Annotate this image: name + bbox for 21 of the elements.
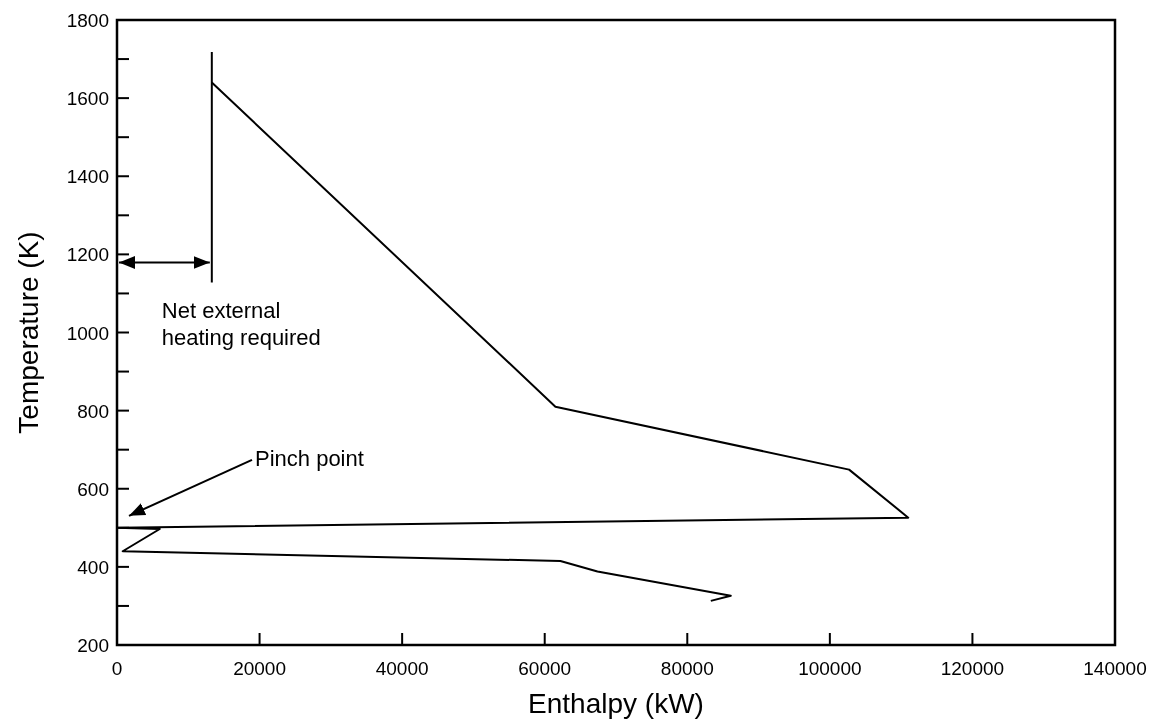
y-tick-label: 1200 bbox=[66, 244, 109, 266]
x-axis-title: Enthalpy (kW) bbox=[528, 688, 704, 719]
y-tick-label: 200 bbox=[77, 635, 109, 656]
annotation: Pinch point bbox=[255, 445, 364, 471]
x-tick-label: 20000 bbox=[233, 658, 286, 679]
x-tick-label: 120000 bbox=[940, 658, 1005, 679]
y-tick-label: 1600 bbox=[66, 88, 109, 110]
x-tick-label: 60000 bbox=[518, 658, 572, 679]
x-tick-label: 100000 bbox=[798, 658, 862, 679]
y-tick-label: 400 bbox=[77, 556, 109, 578]
y-tick-label: 1000 bbox=[66, 322, 109, 344]
x-tick-label: 40000 bbox=[375, 658, 429, 679]
x-tick-label: 80000 bbox=[660, 658, 714, 679]
y-axis-title: Temperature (K) bbox=[13, 231, 44, 434]
y-tick-label: 600 bbox=[77, 478, 109, 500]
annotation: Net external heating required bbox=[161, 297, 321, 350]
x-tick-label: 0 bbox=[111, 658, 123, 679]
y-tick-label: 800 bbox=[77, 400, 109, 422]
y-tick-label: 1400 bbox=[66, 166, 109, 188]
x-tick-label: 140000 bbox=[1083, 658, 1147, 679]
y-tick-label: 1800 bbox=[66, 10, 109, 31]
